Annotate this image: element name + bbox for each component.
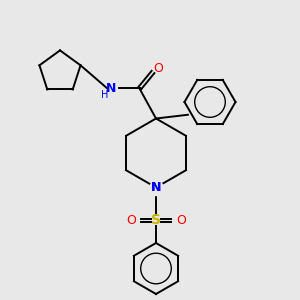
Text: N: N xyxy=(151,181,161,194)
Text: O: O xyxy=(176,214,186,227)
Text: H: H xyxy=(101,90,108,100)
Text: O: O xyxy=(154,62,163,76)
Text: S: S xyxy=(151,214,161,227)
Text: N: N xyxy=(151,181,161,194)
Text: N: N xyxy=(106,82,116,95)
Text: O: O xyxy=(126,214,136,227)
